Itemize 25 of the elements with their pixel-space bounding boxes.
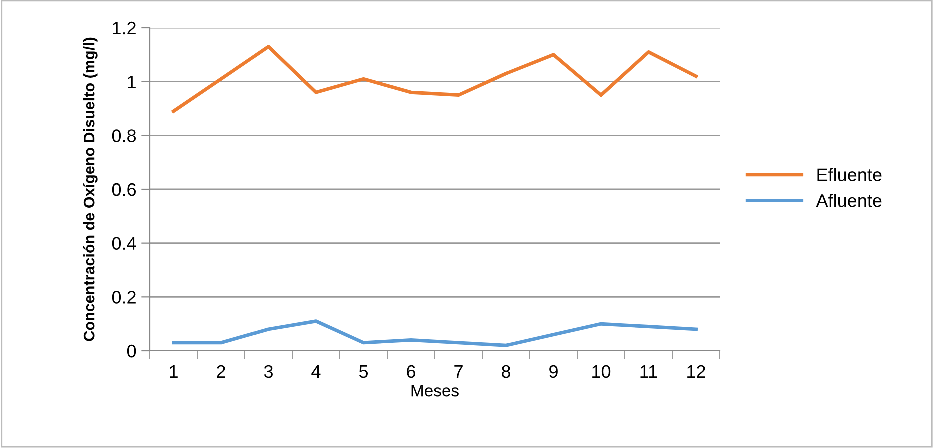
x-tick-label: 5 [359, 366, 368, 378]
y-tick-label: 0.2 [112, 291, 136, 304]
x-axis-title: Meses [412, 385, 459, 397]
y-tick-label: 1.2 [113, 22, 136, 35]
x-tick-label: 8 [502, 365, 510, 378]
x-tick-label: 4 [312, 366, 321, 378]
x-tick-label: 9 [550, 365, 558, 378]
x-tick-label: 3 [264, 365, 273, 378]
y-tick-label: 0.6 [112, 183, 136, 196]
x-tick-label: 1 [170, 366, 178, 378]
x-tick-label: 7 [454, 366, 463, 378]
x-tick-label: 6 [407, 365, 416, 378]
legend-label: Afluente [816, 194, 882, 208]
y-tick-label: 0 [127, 344, 136, 358]
x-tick-label: 10 [592, 365, 611, 378]
line-series [172, 45, 698, 114]
legend-label: Efluente [818, 168, 882, 182]
x-tick-label: 12 [688, 365, 706, 378]
line-series [172, 320, 698, 348]
y-tick-label: 0.4 [112, 237, 136, 250]
y-tick-label: 1 [128, 76, 136, 88]
x-tick-label: 2 [217, 365, 226, 378]
y-axis-title: Concentración de Oxígeno Disuelto (mg/l) [83, 38, 98, 342]
y-tick-label: 0.8 [112, 130, 136, 142]
x-tick-label: 11 [640, 366, 658, 378]
